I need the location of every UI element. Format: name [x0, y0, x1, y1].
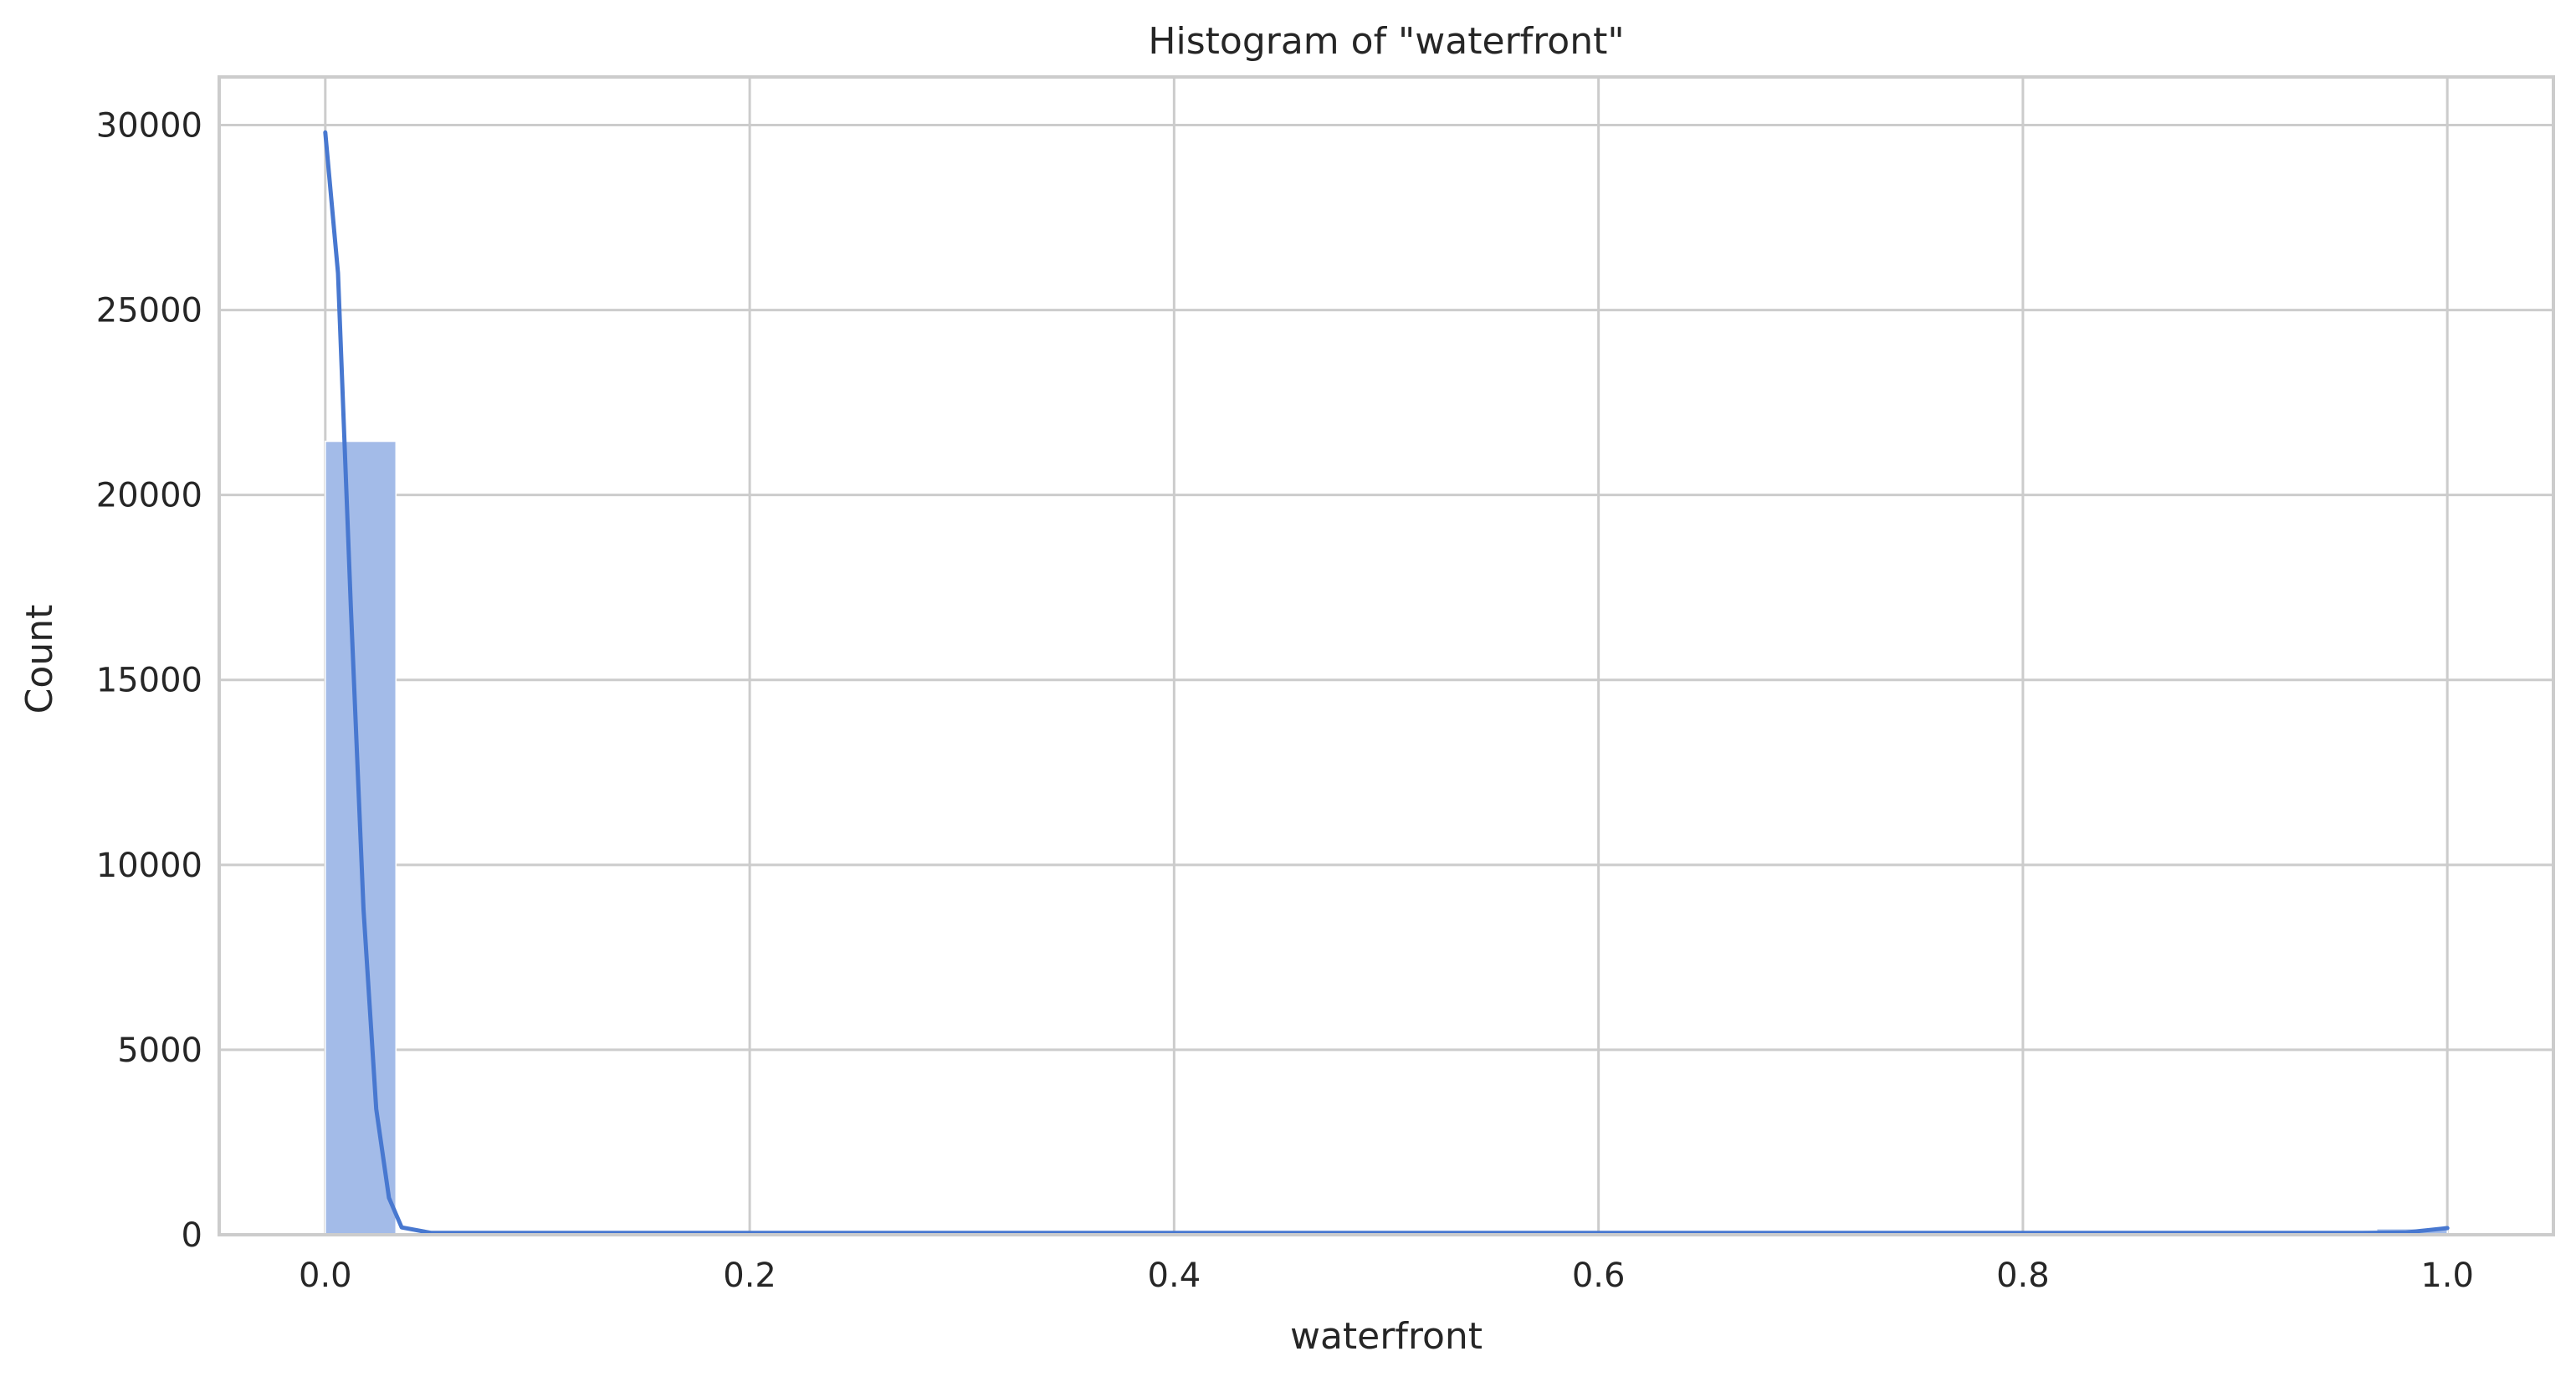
y-tick-label-5: 25000: [96, 292, 202, 330]
y-tick-label-3: 15000: [96, 662, 202, 700]
kde-curve-group: [323, 130, 2450, 1236]
x-axis-label: waterfront: [1290, 1315, 1483, 1358]
x-tick-label-3: 0.6: [1572, 1257, 1626, 1295]
x-tick-label-0: 0.0: [299, 1257, 352, 1295]
y-tick-label-6: 30000: [96, 106, 202, 145]
x-gridlines: [324, 77, 2449, 1235]
x-tick-labels: 0.0 0.2 0.4 0.6 0.8 1.0: [299, 1257, 2474, 1295]
plot-frame: [218, 75, 2555, 1236]
x-tick-label-2: 0.4: [1148, 1257, 1201, 1295]
axes-frame: [218, 75, 2555, 1236]
y-axis-label: Count: [18, 605, 61, 714]
kde-line: [323, 130, 2450, 1236]
x-tick-label-1: 0.2: [723, 1257, 776, 1295]
y-tick-label-2: 10000: [96, 847, 202, 885]
y-tick-label-1: 5000: [117, 1031, 202, 1070]
x-tick-label-5: 1.0: [2420, 1257, 2474, 1295]
x-tick-label-4: 0.8: [1996, 1257, 2050, 1295]
y-tick-label-4: 20000: [96, 477, 202, 515]
y-tick-labels: 0 5000 10000 15000 20000 25000 30000: [96, 106, 202, 1255]
chart-title: Histogram of "waterfront": [1148, 20, 1624, 63]
y-tick-label-0: 0: [182, 1216, 202, 1255]
